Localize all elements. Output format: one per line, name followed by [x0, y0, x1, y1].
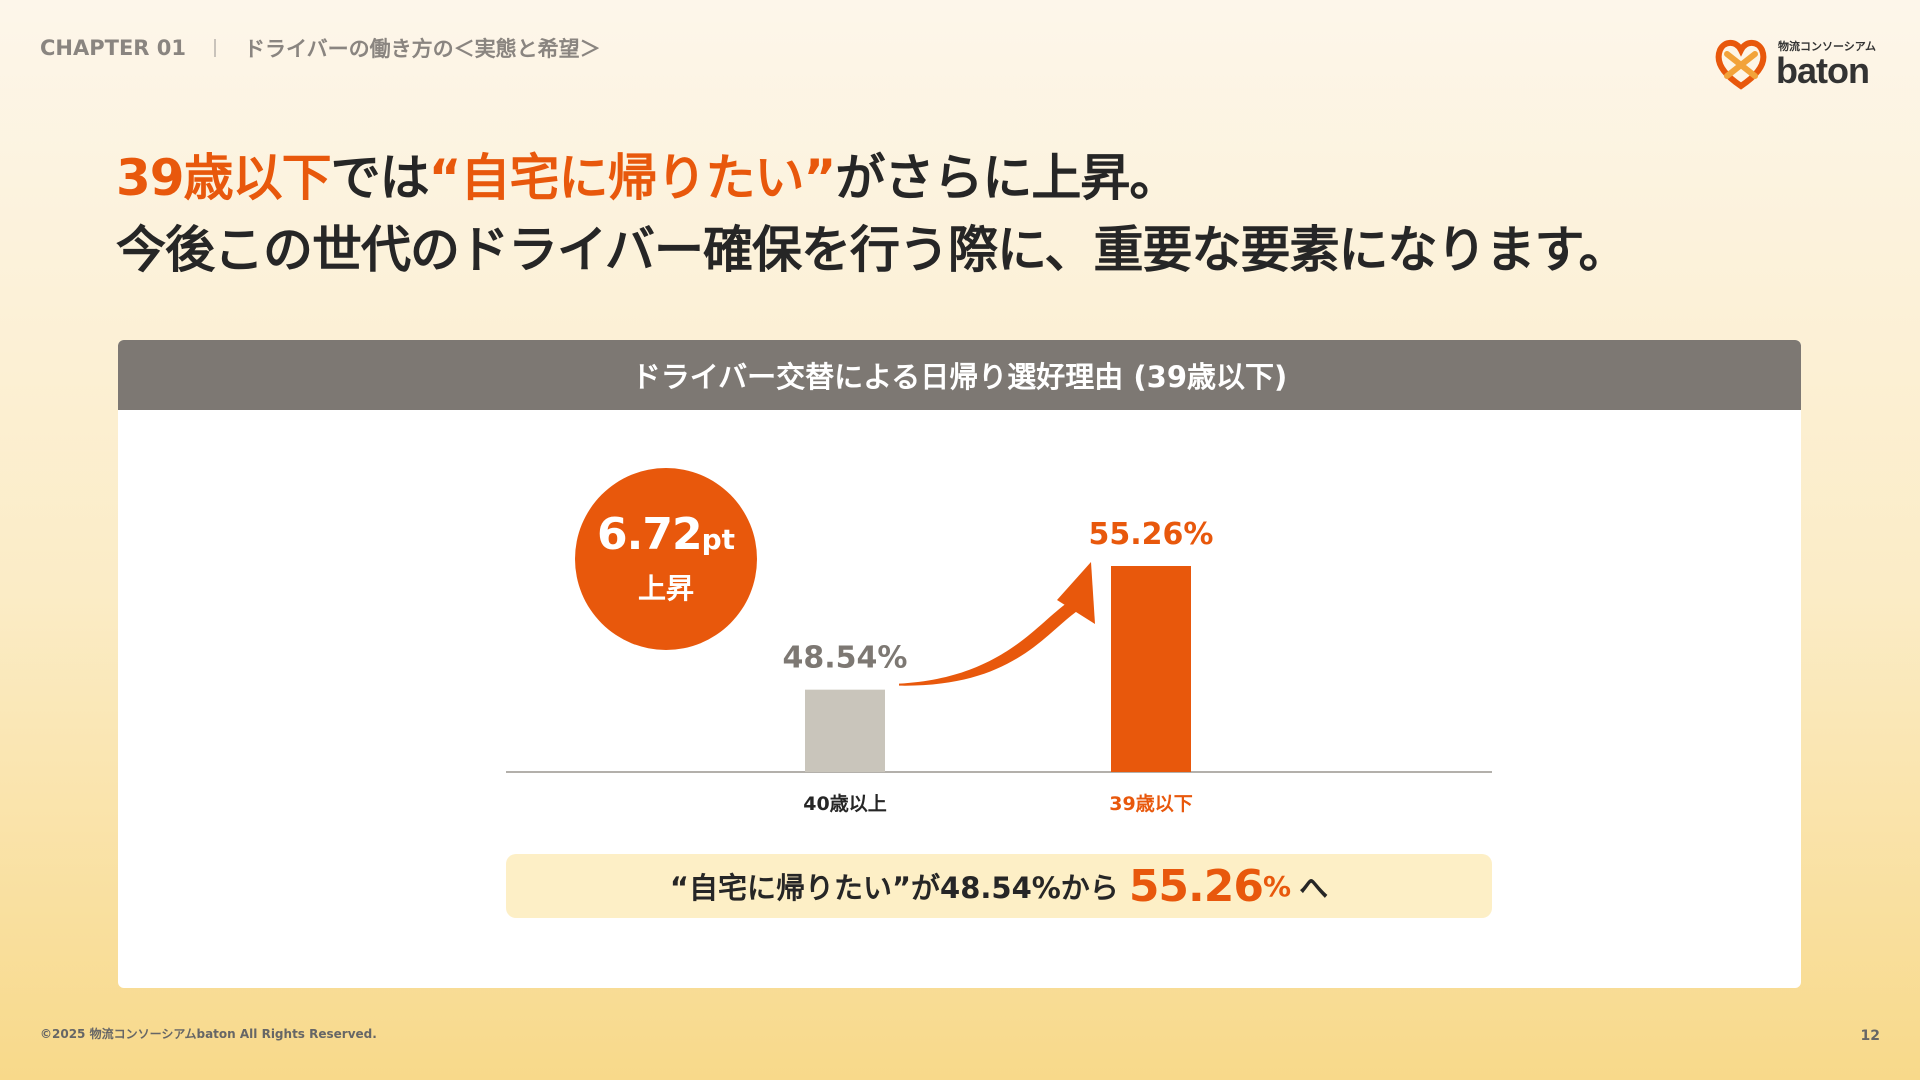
summary-prefix: “自宅に帰りたい”が48.54%から: [669, 871, 1119, 905]
badge-unit: pt: [701, 523, 735, 556]
badge-value: 6.72: [597, 509, 703, 560]
category-label-2: 39歳以下: [1109, 793, 1192, 815]
header-divider: [214, 39, 217, 57]
headline-line-2: 今後この世代のドライバー確保を行う際に、重要な要素になります。: [116, 221, 1629, 279]
logo-subtext: 物流コンソーシアム: [1778, 40, 1877, 53]
logo-wordmark: baton: [1776, 50, 1870, 91]
baton-logo-icon: [1715, 39, 1767, 90]
page-headline: 39歳以下では“自宅に帰りたい”がさらに上昇。 今後この世代のドライバー確保を行…: [116, 142, 1860, 286]
page-number: 12: [1860, 1028, 1880, 1044]
headline-text-b: がさらに上昇。: [835, 149, 1179, 207]
headline-line-1: 39歳以下では“自宅に帰りたい”がさらに上昇。: [116, 142, 1860, 214]
bar-1: [805, 689, 885, 772]
summary-callout: “自宅に帰りたい”が48.54%から 55.26% へ: [506, 854, 1492, 918]
copyright: ©2025 物流コンソーシアムbaton All Rights Reserved…: [40, 1027, 377, 1041]
chart-panel: ドライバー交替による日帰り選好理由 (39歳以下) 48.54% 40歳以上 55.…: [118, 340, 1801, 988]
badge-label: 上昇: [637, 572, 694, 605]
increase-arrow-body: [899, 598, 1085, 686]
increase-arrow-head: [1057, 562, 1095, 624]
baton-logo: 物流コンソーシアム baton: [1712, 36, 1882, 92]
headline-quote: “自宅に帰りたい”: [428, 149, 837, 207]
increase-badge: 6.72pt 上昇: [575, 468, 757, 650]
badge-value-row: 6.72pt: [597, 511, 735, 559]
chart-panel-heading: ドライバー交替による日帰り選好理由 (39歳以下): [118, 340, 1801, 410]
headline-age-group: 39歳以下: [116, 149, 332, 207]
bar-value-label-1: 48.54%: [783, 641, 908, 676]
bar-chart: 48.54% 40歳以上 55.26% 39歳以下: [506, 517, 1492, 815]
chapter-header: CHAPTER 01 ドライバーの働き方の＜実態と希望＞: [40, 32, 601, 64]
summary-big-value: 55.26: [1128, 860, 1264, 912]
bar-value-label-2: 55.26%: [1089, 517, 1214, 552]
summary-percent: %: [1263, 869, 1292, 903]
section-label: ドライバーの働き方の＜実態と希望＞: [244, 37, 601, 61]
category-label-1: 40歳以上: [803, 793, 886, 815]
headline-text-a: では: [330, 149, 430, 207]
summary-suffix: へ: [1299, 871, 1329, 905]
bar-2: [1111, 566, 1191, 772]
chapter-label: CHAPTER 01: [40, 36, 187, 60]
